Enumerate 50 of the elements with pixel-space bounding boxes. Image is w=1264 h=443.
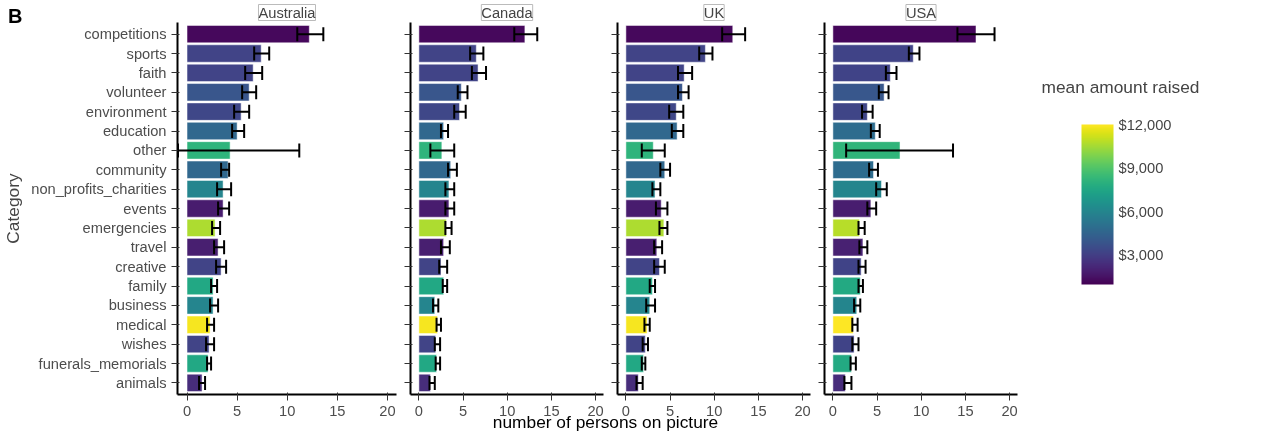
chart-title: UK	[703, 4, 725, 21]
y-tick-label: faith	[138, 64, 167, 81]
y-tick-label: animals	[116, 374, 167, 391]
x-tick-label: 20	[587, 402, 604, 419]
x-tick-label: 20	[794, 402, 811, 419]
x-tick-label: 15	[543, 402, 560, 419]
y-tick-label: competitions	[84, 26, 167, 43]
x-tick-label: 0	[414, 402, 423, 419]
y-tick-label: creative	[115, 258, 167, 275]
y-axis-title: Category	[3, 173, 24, 244]
x-tick-label: 5	[665, 402, 675, 419]
y-tick-label: environment	[85, 103, 167, 120]
text: B	[8, 4, 23, 29]
y-tick-label: volunteer	[106, 84, 167, 101]
chart-title: Canada	[481, 4, 534, 21]
x-tick-label: 20	[1001, 402, 1018, 419]
y-tick-label: emergencies	[82, 219, 167, 236]
y-tick-label: community	[95, 161, 168, 178]
x-tick-label: 5	[872, 402, 882, 419]
y-tick-label: education	[102, 123, 167, 139]
color-bar-label: $6,000	[1118, 203, 1164, 220]
x-tick-label: 10	[499, 402, 516, 419]
y-tick-label: family	[128, 278, 168, 294]
chart-title: Australia	[258, 4, 317, 21]
color-bar-title: mean amount raised	[1041, 76, 1200, 97]
color-bar-label: $12,000	[1118, 116, 1172, 133]
x-tick-label: 15	[750, 402, 767, 419]
x-tick-label: 10	[706, 402, 723, 419]
x-tick-label: 20	[379, 402, 396, 419]
y-tick-label: medical	[116, 316, 167, 333]
x-tick-label: 5	[458, 402, 468, 419]
x-tick-label: 5	[233, 402, 242, 419]
y-tick-label: sports	[126, 45, 167, 62]
chart-title: USA	[905, 4, 937, 21]
y-tick-label: funerals_memorials	[38, 355, 167, 372]
y-tick-label: non_profits_charities	[31, 181, 167, 198]
x-tick-label: 15	[329, 402, 346, 419]
color-bar-label: $3,000	[1118, 247, 1164, 264]
y-tick-label: other	[133, 142, 167, 159]
y-tick-label: events	[123, 200, 167, 217]
y-tick-label: travel	[130, 239, 167, 256]
y-tick-label: wishes	[120, 336, 167, 353]
x-tick-label: 10	[279, 402, 296, 419]
x-tick-label: 0	[182, 402, 192, 419]
x-tick-label: 0	[828, 402, 837, 419]
y-tick-label: business	[108, 297, 167, 314]
color-bar-label: $9,000	[1118, 160, 1164, 177]
x-tick-label: 15	[957, 402, 974, 419]
x-tick-label: 10	[913, 402, 930, 419]
x-tick-label: 0	[621, 402, 630, 419]
